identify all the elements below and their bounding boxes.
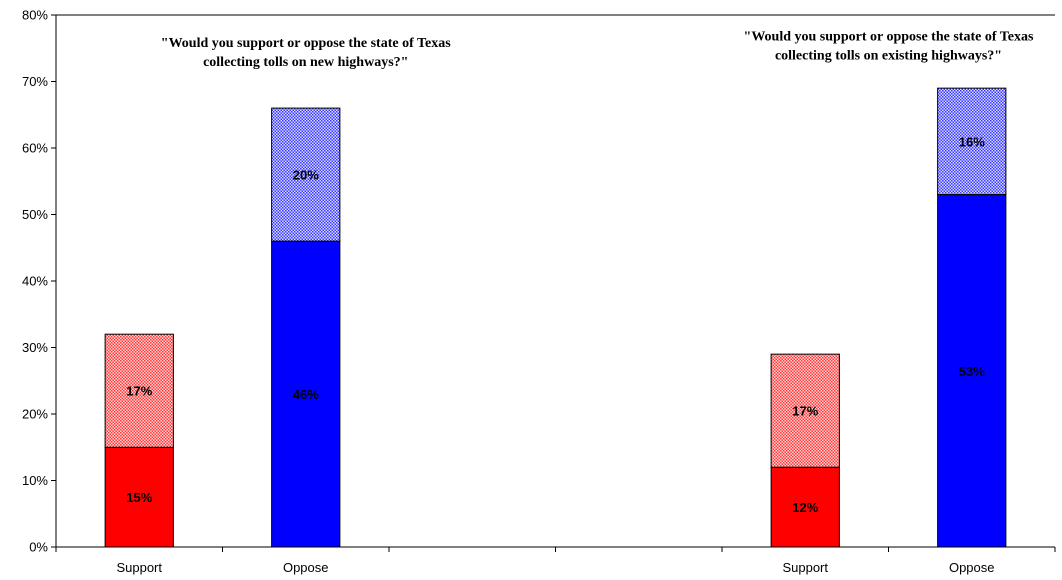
- question-annotation-line: collecting tolls on existing highways?": [775, 48, 1002, 63]
- bar-segment-strongly: [770, 466, 840, 548]
- bar-segment-strongly: [271, 240, 341, 548]
- data-label: 16%: [959, 134, 985, 149]
- y-tick-label: 10%: [22, 473, 48, 488]
- bar-segment-somewhat: [271, 107, 341, 242]
- bar-segment-somewhat: [770, 353, 840, 468]
- question-annotation-line: "Would you support or oppose the state o…: [744, 29, 1034, 44]
- data-label: 15%: [126, 490, 152, 505]
- x-category-label: Oppose: [949, 560, 995, 575]
- data-label: 17%: [126, 384, 152, 399]
- x-axis: Support Oppose Support Oppose: [55, 546, 1056, 575]
- y-tick-label: 20%: [22, 407, 48, 422]
- x-category-label: Oppose: [283, 560, 329, 575]
- y-tick-label: 60%: [22, 141, 48, 156]
- x-category-label: Support: [116, 560, 162, 575]
- data-label: 12%: [792, 500, 818, 515]
- question-annotations: "Would you support or oppose the state o…: [161, 29, 1034, 70]
- data-labels: 15% 17% 46% 20% 12% 17% 53% 16%: [126, 134, 985, 515]
- bar-segment-somewhat: [937, 87, 1007, 196]
- data-label: 46%: [293, 387, 319, 402]
- bar-segment-strongly: [937, 194, 1007, 548]
- data-label: 20%: [293, 168, 319, 183]
- y-tick-label: 80%: [22, 8, 48, 23]
- y-axis: 0% 10% 20% 30% 40% 50% 60% 70% 80%: [22, 8, 1055, 555]
- y-tick-label: 0%: [29, 540, 48, 555]
- question-annotation-line: "Would you support or oppose the state o…: [161, 36, 451, 51]
- x-category-label: Support: [782, 560, 828, 575]
- y-tick-label: 40%: [22, 274, 48, 289]
- y-tick-label: 50%: [22, 207, 48, 222]
- data-label: 17%: [792, 404, 818, 419]
- bar-segment-somewhat: [104, 333, 174, 448]
- question-annotation-line: collecting tolls on new highways?": [203, 55, 408, 70]
- bars: [104, 87, 1007, 548]
- data-label: 53%: [959, 364, 985, 379]
- y-tick-label: 30%: [22, 340, 48, 355]
- y-tick-label: 70%: [22, 74, 48, 89]
